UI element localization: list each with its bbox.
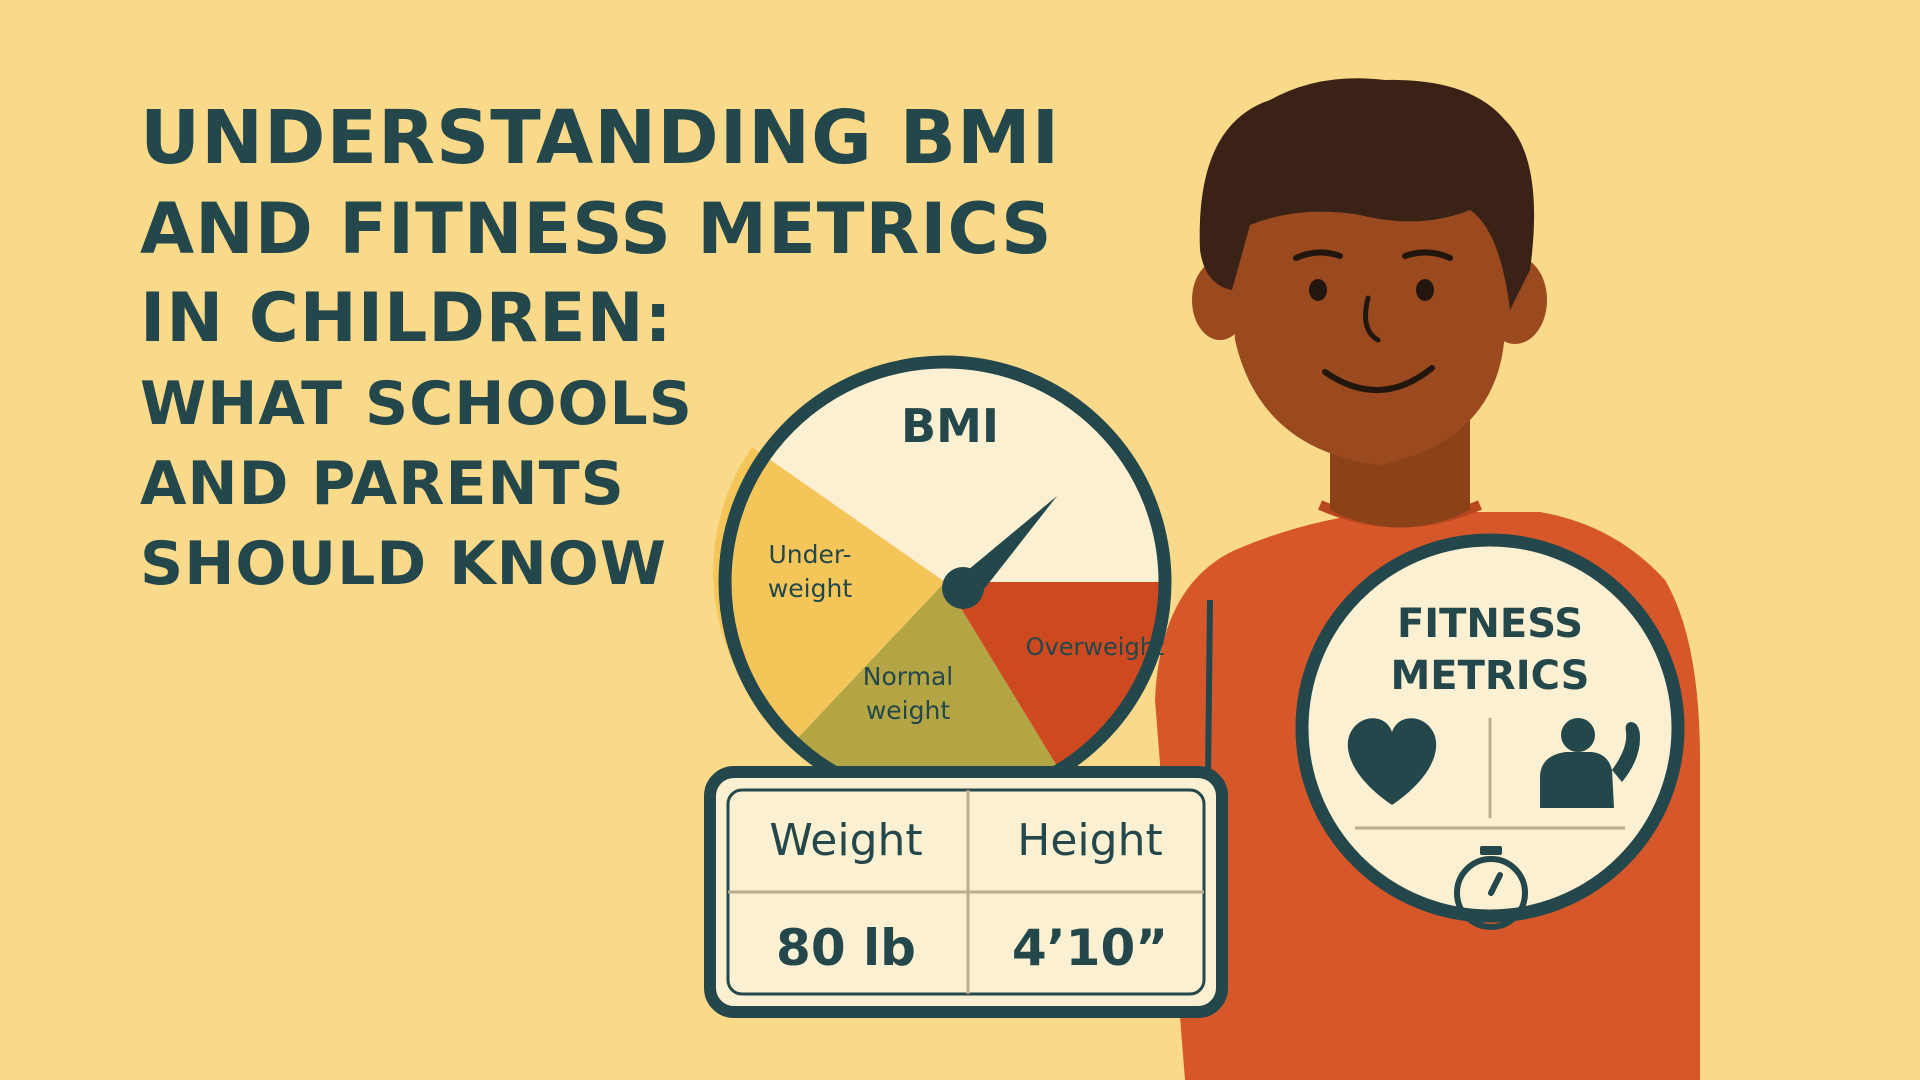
heart-icon (1347, 718, 1437, 805)
page-title: UNDERSTANDING BMI AND FITNESS METRICS IN… (140, 92, 1120, 604)
gauge-underweight-segment (713, 447, 945, 742)
title-line-1: UNDERSTANDING BMI (140, 95, 1061, 181)
title-line-5: AND PARENTS (140, 449, 625, 519)
measurement-card: Weight Height 80 lb 4’10” (704, 766, 1228, 1018)
strength-icon (1540, 718, 1640, 808)
child-nose (1363, 295, 1381, 343)
title-line-4: WHAT SCHOOLS (140, 369, 693, 439)
gauge-normal-segment (794, 582, 1060, 803)
child-right-eye (1416, 279, 1434, 301)
gauge-normal-label-line1: Normal (863, 662, 953, 691)
child-left-brow (1293, 249, 1343, 261)
gauge-underweight-label-line1: Under- (768, 540, 851, 569)
gauge-normal-label-line2: weight (866, 696, 950, 725)
title-line-3: IN CHILDREN: (140, 279, 673, 358)
height-value: 4’10” (1012, 919, 1168, 977)
gauge-stand (1205, 599, 1213, 779)
fitness-metrics-badge: FITNESS METRICS (1295, 533, 1685, 930)
bmi-gauge: BMI Under- weight Normal weight Overweig… (713, 355, 1213, 809)
gauge-hub (942, 567, 984, 609)
fitness-title-line1: FITNESS (1397, 601, 1583, 647)
child-mouth (1322, 365, 1435, 393)
gauge-overweight-label: Overweight (1026, 633, 1165, 661)
stopwatch-icon (1454, 846, 1528, 930)
weight-value: 80 lb (776, 919, 916, 977)
title-line-2: AND FITNESS METRICS (140, 188, 1053, 270)
child-hair (1199, 78, 1535, 310)
child-right-brow (1402, 249, 1453, 261)
gauge-title: BMI (901, 399, 999, 453)
title-line-6: SHOULD KNOW (140, 529, 667, 599)
child-left-eye (1309, 279, 1327, 301)
height-label: Height (1017, 815, 1162, 866)
weight-label: Weight (769, 815, 922, 866)
gauge-underweight-label-line2: weight (768, 574, 852, 603)
fitness-title-line2: METRICS (1390, 653, 1589, 699)
